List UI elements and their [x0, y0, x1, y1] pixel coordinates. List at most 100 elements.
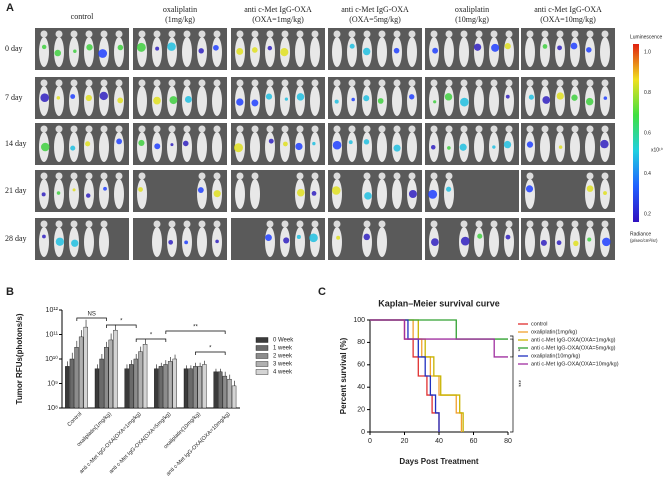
signal — [586, 47, 592, 53]
mouse — [585, 227, 595, 257]
mouse-head — [40, 125, 48, 133]
mouse-head — [70, 220, 78, 228]
signal — [85, 141, 91, 147]
mouse-head — [460, 30, 468, 38]
signal — [447, 146, 451, 150]
image-panel — [425, 170, 519, 212]
signal — [348, 140, 353, 145]
mouse-head — [541, 79, 549, 87]
image-panel — [328, 218, 422, 260]
signal — [155, 46, 160, 51]
mouse — [555, 86, 565, 116]
mouse — [54, 86, 64, 116]
signal — [460, 97, 469, 107]
mouse-head — [408, 30, 416, 38]
signal — [296, 188, 305, 197]
mouse-head — [601, 30, 609, 38]
colorbar-tick: 0.4 — [644, 171, 651, 177]
y-tick-label: 10¹¹ — [46, 331, 59, 338]
x-tick-label: 60 — [470, 438, 478, 445]
colorbar-tick: 0.8 — [644, 90, 651, 96]
mouse — [347, 37, 357, 67]
signal — [349, 43, 355, 49]
x-tick-label: 80 — [504, 438, 512, 445]
signal — [473, 43, 482, 51]
survival-curve — [370, 319, 508, 358]
signal — [215, 239, 219, 244]
y-axis-title: Tumor RFUs(photons/s) — [15, 313, 24, 404]
mouse — [489, 37, 499, 67]
mouse-head — [378, 172, 386, 180]
significance-label: * — [209, 346, 212, 352]
column-header: (10mg/kg) — [455, 15, 489, 24]
signal — [460, 236, 470, 246]
mouse — [444, 37, 454, 67]
panel-label: B — [6, 286, 14, 298]
bar — [197, 366, 203, 409]
mouse-head — [505, 30, 513, 38]
mouse-head — [236, 172, 244, 180]
signal — [558, 145, 563, 149]
mouse — [570, 86, 580, 116]
mouse-head — [281, 220, 289, 228]
mouse-head — [378, 79, 386, 87]
signal — [40, 142, 50, 152]
image-panel — [231, 218, 325, 260]
mouse — [377, 132, 387, 162]
mouse-head — [586, 79, 594, 87]
significance-bracket — [510, 338, 514, 358]
mouse — [39, 37, 49, 67]
mouse — [392, 179, 402, 209]
mouse-head — [430, 172, 438, 180]
signal — [585, 97, 594, 106]
mouse-head — [168, 79, 176, 87]
mouse-head — [183, 220, 191, 228]
signal — [184, 95, 192, 103]
signal — [587, 237, 592, 242]
mouse — [99, 86, 109, 116]
mouse-head — [70, 125, 78, 133]
signal — [433, 100, 437, 104]
bar — [74, 347, 79, 409]
mouse-head — [333, 125, 341, 133]
signal — [86, 193, 91, 198]
mouse — [377, 179, 387, 209]
mouse-head — [333, 79, 341, 87]
image-panel — [328, 77, 422, 119]
bar — [113, 329, 118, 409]
legend-label: anti c-Met IgG-OXA(OXA=5mg/kg) — [531, 345, 616, 351]
signal — [364, 192, 372, 200]
image-panel — [425, 123, 519, 165]
mouse-head — [266, 125, 274, 133]
bar — [99, 358, 104, 409]
mouse-head — [311, 125, 319, 133]
bar — [124, 368, 129, 409]
image-panel — [521, 123, 615, 165]
mouse-head — [296, 30, 304, 38]
mouse — [504, 37, 514, 67]
mouse — [265, 86, 275, 116]
mouse-head — [40, 79, 48, 87]
mouse-head — [526, 220, 534, 228]
signal — [296, 234, 301, 239]
image-panel — [231, 170, 325, 212]
y-tick-label: 100 — [353, 317, 365, 324]
mouse-head — [363, 172, 371, 180]
chart-title: Kaplan–Meier survival curve — [378, 298, 500, 308]
mouse-head — [40, 220, 48, 228]
survival-curve — [370, 319, 463, 432]
mouse — [137, 132, 147, 162]
mouse — [212, 86, 222, 116]
signal — [236, 48, 244, 55]
mouse-head — [526, 30, 534, 38]
mouse — [114, 132, 124, 162]
bar — [133, 358, 139, 409]
mouse — [310, 132, 320, 162]
mouse-head — [475, 79, 483, 87]
mouse-head — [198, 30, 206, 38]
mouse-head — [311, 79, 319, 87]
mouse-head — [571, 220, 579, 228]
image-panel — [425, 77, 519, 119]
